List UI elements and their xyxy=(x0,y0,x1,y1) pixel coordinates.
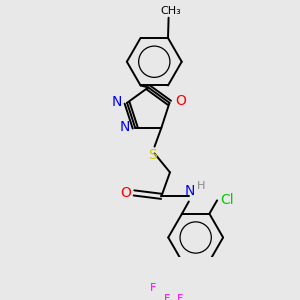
Text: O: O xyxy=(175,94,186,108)
Text: S: S xyxy=(148,148,157,162)
Text: F: F xyxy=(149,283,156,293)
Text: N: N xyxy=(112,95,122,109)
Text: CH₃: CH₃ xyxy=(160,6,181,16)
Text: N: N xyxy=(120,120,130,134)
Text: Cl: Cl xyxy=(220,194,234,207)
Text: O: O xyxy=(120,186,131,200)
Text: N: N xyxy=(184,184,195,198)
Text: F: F xyxy=(164,294,170,300)
Text: H: H xyxy=(196,181,205,191)
Text: F: F xyxy=(176,294,183,300)
